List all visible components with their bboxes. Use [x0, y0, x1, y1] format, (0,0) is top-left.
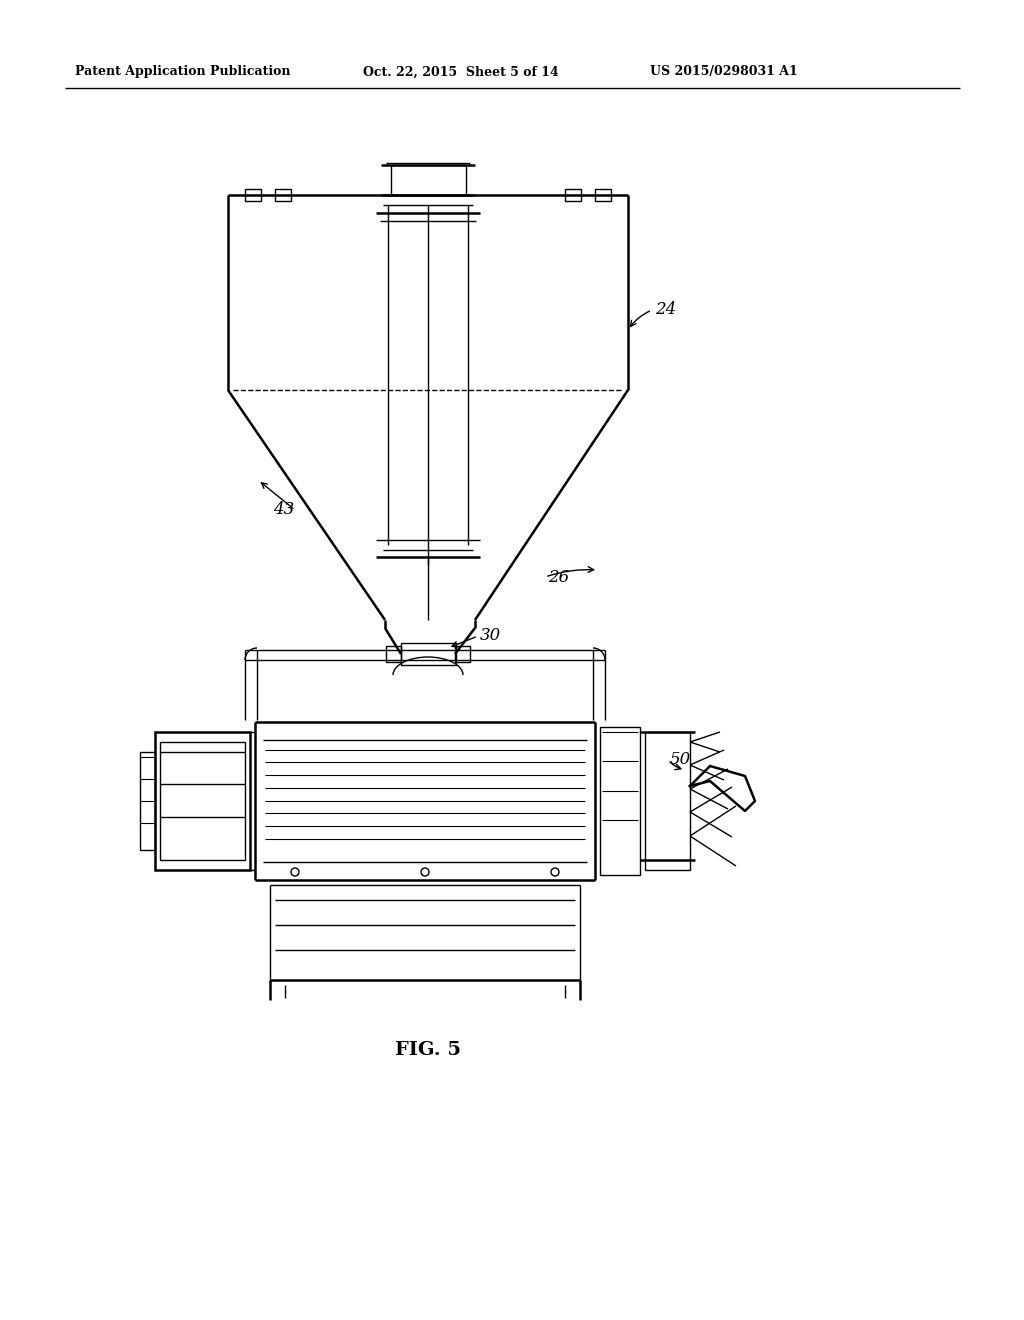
- Bar: [275, 189, 291, 201]
- Bar: [600, 727, 640, 875]
- Bar: [245, 189, 261, 201]
- Text: FIG. 5: FIG. 5: [395, 1041, 461, 1059]
- Text: 43: 43: [273, 502, 294, 519]
- Bar: [645, 733, 690, 870]
- Text: 30: 30: [480, 627, 502, 644]
- Bar: [160, 742, 245, 861]
- Bar: [595, 189, 611, 201]
- Text: 50: 50: [670, 751, 691, 768]
- Bar: [391, 165, 466, 195]
- Bar: [565, 189, 581, 201]
- Bar: [155, 733, 250, 870]
- Bar: [386, 645, 401, 663]
- Bar: [140, 752, 155, 850]
- Text: 26: 26: [548, 569, 569, 586]
- Text: Oct. 22, 2015  Sheet 5 of 14: Oct. 22, 2015 Sheet 5 of 14: [362, 66, 559, 78]
- Bar: [401, 643, 456, 665]
- Text: Patent Application Publication: Patent Application Publication: [75, 66, 291, 78]
- Text: US 2015/0298031 A1: US 2015/0298031 A1: [650, 66, 798, 78]
- Bar: [455, 645, 470, 663]
- Text: 24: 24: [655, 301, 676, 318]
